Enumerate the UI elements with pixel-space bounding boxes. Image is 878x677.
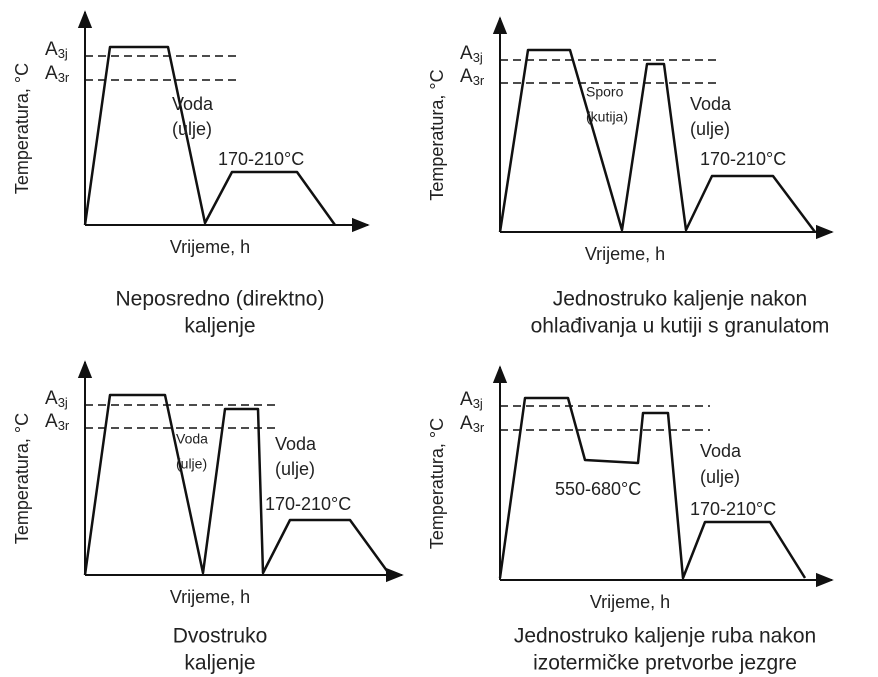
annotation: Voda <box>172 94 214 114</box>
caption: ohlađivanja u kutiji s granulatom <box>531 315 830 338</box>
level-label-sub: 3r <box>58 70 70 85</box>
annotation: (kutija) <box>586 109 628 125</box>
annotation: Voda <box>700 441 742 461</box>
x-axis-label: Vrijeme, h <box>170 237 250 257</box>
annotation: (ulje) <box>176 456 207 472</box>
level-label: A3j <box>460 389 483 411</box>
level-label: A3j <box>45 388 68 410</box>
annotation: 170-210°C <box>265 494 351 514</box>
x-axis-label: Vrijeme, h <box>170 587 250 607</box>
level-label-sub: 3r <box>58 418 70 433</box>
annotation: (ulje) <box>172 119 212 139</box>
caption: Jednostruko kaljenje nakon <box>553 288 808 311</box>
level-label: A3r <box>45 63 70 85</box>
level-label-sub: 3j <box>473 396 483 411</box>
level-label: A3r <box>460 66 485 88</box>
panel: A3jA3r550-680°CVoda(ulje)170-210°CTemper… <box>427 365 834 675</box>
caption: kaljenje <box>184 315 255 338</box>
level-label-base: A <box>460 66 473 87</box>
annotation: (ulje) <box>275 459 315 479</box>
annotation: (ulje) <box>700 467 740 487</box>
temperature-curve <box>498 396 807 580</box>
caption: Neposredno (direktno) <box>116 288 325 311</box>
annotation: 550-680°C <box>555 479 641 499</box>
level-label: A3j <box>45 39 68 61</box>
level-label-sub: 3r <box>473 420 485 435</box>
level-label-base: A <box>45 388 58 409</box>
annotation: Voda <box>176 431 208 447</box>
level-label-base: A <box>460 43 473 64</box>
x-axis-label: Vrijeme, h <box>590 592 670 612</box>
annotation: 170-210°C <box>700 149 786 169</box>
level-label-base: A <box>45 411 58 432</box>
annotation: Sporo <box>586 84 624 100</box>
level-label-sub: 3j <box>58 46 68 61</box>
level-label: A3r <box>460 413 485 435</box>
caption: izotermičke pretvorbe jezgre <box>533 652 797 675</box>
y-axis-label: Temperatura, °C <box>12 63 32 194</box>
annotation: 170-210°C <box>218 149 304 169</box>
y-axis-label: Temperatura, °C <box>12 413 32 544</box>
y-axis-label: Temperatura, °C <box>427 418 447 549</box>
level-label-base: A <box>45 63 58 84</box>
annotation: Voda <box>275 434 317 454</box>
caption: kaljenje <box>184 652 255 675</box>
x-axis-label: Vrijeme, h <box>585 244 665 264</box>
y-axis-label: Temperatura, °C <box>427 69 447 200</box>
annotation: (ulje) <box>690 119 730 139</box>
level-label-sub: 3r <box>473 73 485 88</box>
level-label: A3j <box>460 43 483 65</box>
temperature-curve <box>83 393 392 576</box>
caption: Jednostruko kaljenje ruba nakon <box>514 625 816 648</box>
level-label: A3r <box>45 411 70 433</box>
level-label-base: A <box>460 413 473 434</box>
temperature-curve <box>83 45 337 226</box>
level-label-base: A <box>45 39 58 60</box>
annotation: Voda <box>690 94 732 114</box>
caption: Dvostruko <box>173 625 268 648</box>
level-label-base: A <box>460 389 473 410</box>
temperature-curve <box>498 48 816 233</box>
level-label-sub: 3j <box>58 395 68 410</box>
annotation: 170-210°C <box>690 499 776 519</box>
level-label-sub: 3j <box>473 50 483 65</box>
